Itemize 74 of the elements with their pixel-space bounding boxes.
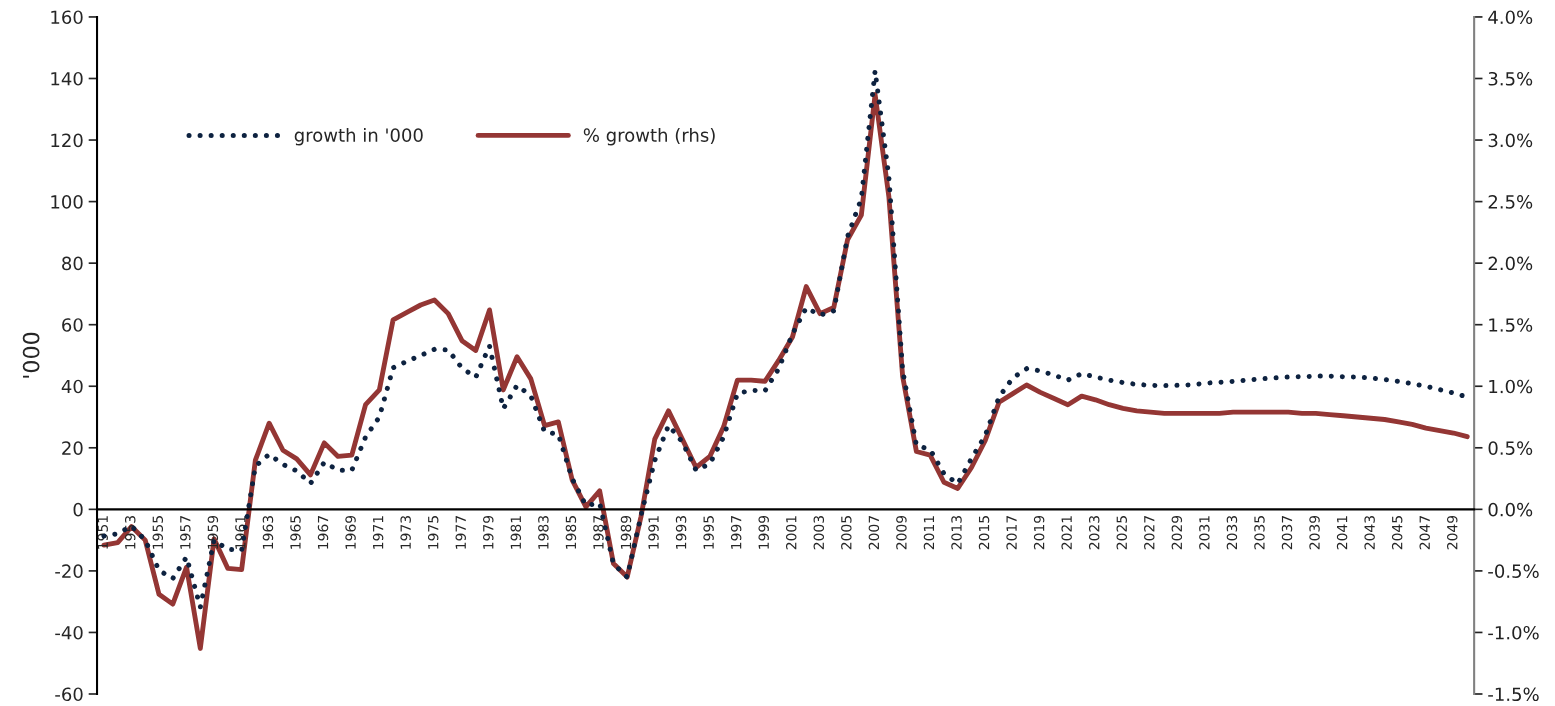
x-tick-label: 1965: [290, 516, 301, 549]
x-tick-label: 2047: [1419, 516, 1430, 550]
y-tick-label: -40: [55, 625, 83, 640]
x-tick-label: 2011: [923, 516, 935, 550]
x-tick-label: 2001: [786, 516, 797, 550]
x-tick-label: 1989: [620, 515, 632, 549]
y2-tick-label: 0.0%: [1488, 502, 1533, 517]
x-tick-label: 2019: [1033, 515, 1045, 550]
x-tick-label: 1977: [455, 516, 466, 549]
y-tick-label: 60: [62, 318, 83, 332]
x-tick-label: 2037: [1281, 516, 1293, 550]
y-tick-label: 120: [51, 133, 83, 148]
y2-tick-label: 3.0%: [1488, 133, 1533, 148]
y2-tick-label: 2.0%: [1488, 256, 1533, 271]
x-tick-label: 2005: [841, 516, 852, 550]
y2-tick-label: 1.5%: [1489, 318, 1533, 332]
x-tick-label: 1981: [510, 516, 522, 549]
x-tick-label: 2045: [1391, 516, 1403, 550]
x-tick-label: 1969: [345, 515, 356, 549]
x-tick-label: 2035: [1254, 516, 1265, 550]
x-tick-label: 1987: [593, 516, 604, 549]
x-tick-label: 2049: [1447, 515, 1458, 550]
y-tick-label: 20: [62, 441, 83, 455]
x-tick-label: 1993: [675, 516, 687, 549]
y2-tick-label: 2.5%: [1488, 195, 1533, 209]
y-axis-title: '000: [22, 332, 40, 378]
x-tick-label: 2043: [1364, 516, 1375, 550]
y2-tick-label: 1.0%: [1489, 379, 1533, 394]
y-tick-label: -20: [55, 564, 83, 579]
x-tick-label: 1967: [317, 516, 329, 549]
x-tick-label: 1995: [703, 516, 714, 549]
x-tick-label: 2041: [1336, 516, 1348, 550]
x-tick-label: 1985: [565, 516, 577, 549]
legend-label: growth in '000: [294, 127, 423, 146]
x-tick-label: 2025: [1116, 516, 1128, 550]
y-tick-label: 40: [61, 379, 83, 394]
x-tick-label: 1963: [262, 516, 274, 549]
x-tick-label: 2023: [1088, 516, 1100, 550]
x-tick-label: 2013: [951, 516, 962, 550]
y-tick-label: 160: [51, 10, 83, 25]
x-tick-label: 1979: [483, 515, 494, 549]
x-tick-label: 1991: [648, 516, 659, 549]
x-tick-label: 1957: [180, 516, 191, 549]
legend-label: % growth (rhs): [583, 127, 715, 146]
y2-tick-label: -1.5%: [1488, 687, 1539, 702]
x-tick-label: 1975: [427, 516, 439, 549]
x-tick-label: 2031: [1199, 516, 1210, 550]
x-tick-label: 1973: [400, 516, 411, 549]
x-tick-label: 1959: [207, 515, 219, 549]
x-tick-label: 2039: [1309, 515, 1320, 550]
y-tick-label: -60: [55, 687, 83, 702]
x-tick-label: 2029: [1171, 515, 1183, 550]
x-tick-label: 2015: [978, 516, 990, 550]
y2-tick-label: 0.5%: [1488, 441, 1533, 455]
x-tick-label: 2009: [896, 515, 907, 550]
y-tick-label: 80: [62, 256, 83, 271]
x-tick-label: 2033: [1226, 516, 1238, 550]
y-tick-label: 100: [51, 195, 83, 209]
x-tick-label: 1983: [538, 516, 549, 549]
y2-tick-label: -1.0%: [1488, 625, 1539, 640]
y2-tick-label: 3.5%: [1488, 71, 1533, 86]
y2-tick-label: -0.5%: [1488, 564, 1539, 579]
x-tick-label: 1971: [372, 516, 384, 549]
x-tick-label: 2021: [1061, 516, 1072, 550]
y-tick-label: 0: [73, 502, 83, 517]
x-tick-label: 2017: [1006, 516, 1017, 550]
x-tick-label: 2003: [813, 516, 825, 550]
y-tick-label: 140: [51, 71, 83, 86]
y2-tick-label: 4.0%: [1488, 10, 1533, 25]
x-tick-label: 1997: [730, 516, 742, 549]
x-tick-label: 1955: [152, 516, 164, 549]
x-tick-label: 2007: [868, 516, 880, 550]
x-tick-label: 1999: [758, 515, 769, 549]
x-tick-label: 2027: [1144, 516, 1155, 550]
